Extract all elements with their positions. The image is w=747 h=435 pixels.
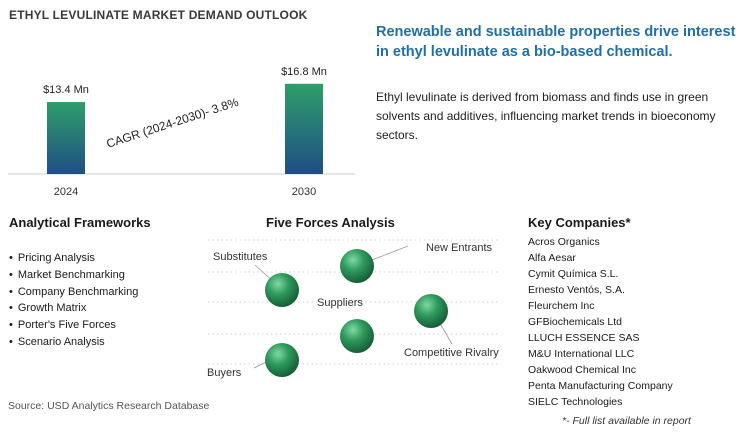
list-item: Ernesto Ventós, S.A. xyxy=(528,284,625,296)
list-item: SIELC Technologies xyxy=(528,396,623,408)
list-item: Acros Organics xyxy=(528,236,600,248)
frameworks-title: Analytical Frameworks xyxy=(9,215,151,230)
companies-title: Key Companies* xyxy=(528,215,631,230)
x-tick-label: 2030 xyxy=(292,186,316,198)
five-forces-diagram: Substitutes New Entrants Suppliers Compe… xyxy=(207,239,500,379)
headline: Renewable and sustainable properties dri… xyxy=(376,24,736,60)
data-label: $13.4 Mn xyxy=(43,84,89,96)
list-item: Alfa Aesar xyxy=(528,252,576,264)
bar-2030 xyxy=(285,83,323,174)
cagr-annotation: CAGR (2024-2030)- 3.8% xyxy=(105,95,241,151)
bar-2024 xyxy=(47,102,85,174)
sphere-competitive-rivalry xyxy=(340,319,374,353)
label-competitive-rivalry: Competitive Rivalry xyxy=(404,347,499,359)
data-label: $16.8 Mn xyxy=(281,66,327,78)
sphere-substitutes xyxy=(265,273,299,307)
five-forces-title: Five Forces Analysis xyxy=(266,215,395,230)
list-item: Growth Matrix xyxy=(9,300,138,317)
companies-note: *- Full list available in report xyxy=(562,415,691,427)
description: Ethyl levulinate is derived from biomass… xyxy=(376,90,716,142)
list-item: M&U International LLC xyxy=(528,348,635,360)
list-item: Company Benchmarking xyxy=(9,284,138,301)
label-substitutes: Substitutes xyxy=(213,251,268,263)
list-item: Scenario Analysis xyxy=(9,334,138,351)
sphere-new-entrants xyxy=(340,249,374,283)
x-tick-label: 2024 xyxy=(54,186,78,198)
list-item: Oakwood Chemical Inc xyxy=(528,364,636,376)
list-item: Cymit Química S.L. xyxy=(528,268,619,280)
chart-title: ETHYL LEVULINATE MARKET DEMAND OUTLOOK xyxy=(9,8,308,22)
list-item: Penta Manufacturing Company xyxy=(528,380,673,392)
sphere-suppliers xyxy=(414,294,448,328)
label-buyers: Buyers xyxy=(207,367,242,379)
list-item: LLUCH ESSENCE SAS xyxy=(528,332,640,344)
frameworks-list: Pricing Analysis Market Benchmarking Com… xyxy=(9,250,138,351)
list-item: GFBiochemicals Ltd xyxy=(528,316,622,328)
leader-line xyxy=(371,245,409,261)
source-note: Source: USD Analytics Research Database xyxy=(8,400,210,412)
sphere-buyers xyxy=(265,343,299,377)
list-item: Pricing Analysis xyxy=(9,250,138,267)
label-suppliers: Suppliers xyxy=(317,297,363,309)
guide-lines xyxy=(208,239,500,365)
label-new-entrants: New Entrants xyxy=(426,242,493,254)
companies-list: Acros Organics Alfa Aesar Cymit Química … xyxy=(528,234,673,410)
bar-chart: $13.4 Mn 2024 $16.8 Mn 2030 CAGR (2024-2030… xyxy=(8,66,355,198)
list-item: Porter's Five Forces xyxy=(9,317,138,334)
list-item: Market Benchmarking xyxy=(9,267,138,284)
list-item: Fleurchem Inc xyxy=(528,300,595,312)
